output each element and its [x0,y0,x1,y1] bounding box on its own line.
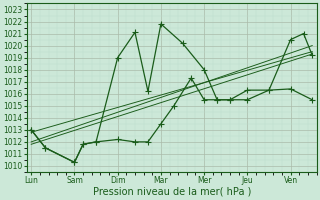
X-axis label: Pression niveau de la mer( hPa ): Pression niveau de la mer( hPa ) [92,187,251,197]
